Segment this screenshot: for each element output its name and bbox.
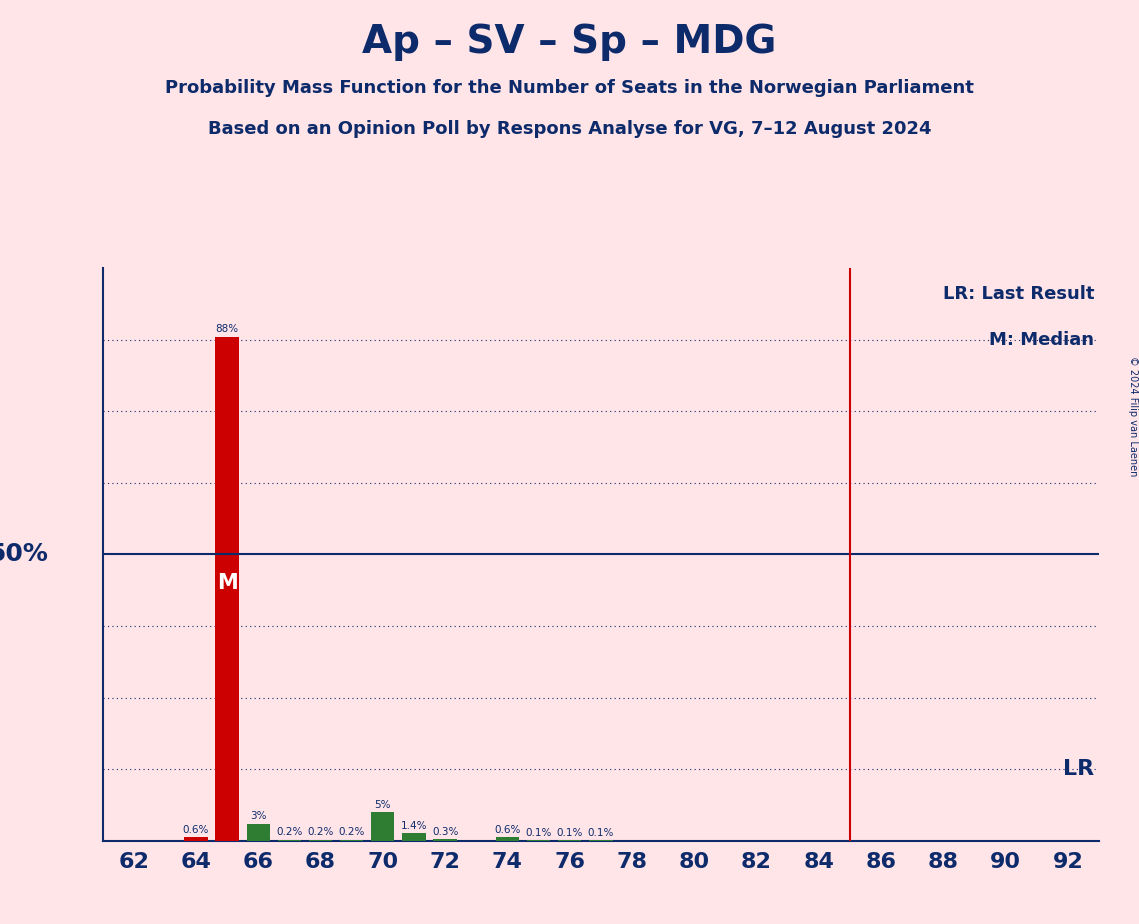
Text: 5%: 5% <box>375 800 391 810</box>
Bar <box>246 823 270 841</box>
Bar <box>402 833 426 841</box>
Text: 0.6%: 0.6% <box>182 825 210 835</box>
Text: 0.2%: 0.2% <box>338 827 364 837</box>
Text: 0.2%: 0.2% <box>308 827 334 837</box>
Text: © 2024 Filip van Laenen: © 2024 Filip van Laenen <box>1129 356 1138 476</box>
Text: M: Median: M: Median <box>989 331 1095 349</box>
Bar <box>495 837 519 841</box>
Text: 0.1%: 0.1% <box>557 828 583 838</box>
Bar <box>215 336 239 841</box>
Text: LR: Last Result: LR: Last Result <box>943 286 1095 303</box>
Bar <box>371 812 394 841</box>
Text: 0.1%: 0.1% <box>588 828 614 838</box>
Bar <box>434 839 457 841</box>
Text: Ap – SV – Sp – MDG: Ap – SV – Sp – MDG <box>362 23 777 61</box>
Bar <box>185 837 207 841</box>
Text: 0.2%: 0.2% <box>276 827 303 837</box>
Text: Based on an Opinion Poll by Respons Analyse for VG, 7–12 August 2024: Based on an Opinion Poll by Respons Anal… <box>207 120 932 138</box>
Bar <box>278 840 301 841</box>
Text: 88%: 88% <box>215 324 239 334</box>
Text: 50%: 50% <box>0 542 48 566</box>
Text: M: M <box>216 573 237 593</box>
Bar <box>339 840 363 841</box>
Text: Probability Mass Function for the Number of Seats in the Norwegian Parliament: Probability Mass Function for the Number… <box>165 79 974 96</box>
Text: 3%: 3% <box>249 811 267 821</box>
Text: 0.6%: 0.6% <box>494 825 521 835</box>
Text: 0.1%: 0.1% <box>525 828 551 838</box>
Text: 1.4%: 1.4% <box>401 821 427 831</box>
Text: 0.3%: 0.3% <box>432 827 458 837</box>
Bar <box>309 840 333 841</box>
Text: LR: LR <box>1063 760 1095 779</box>
